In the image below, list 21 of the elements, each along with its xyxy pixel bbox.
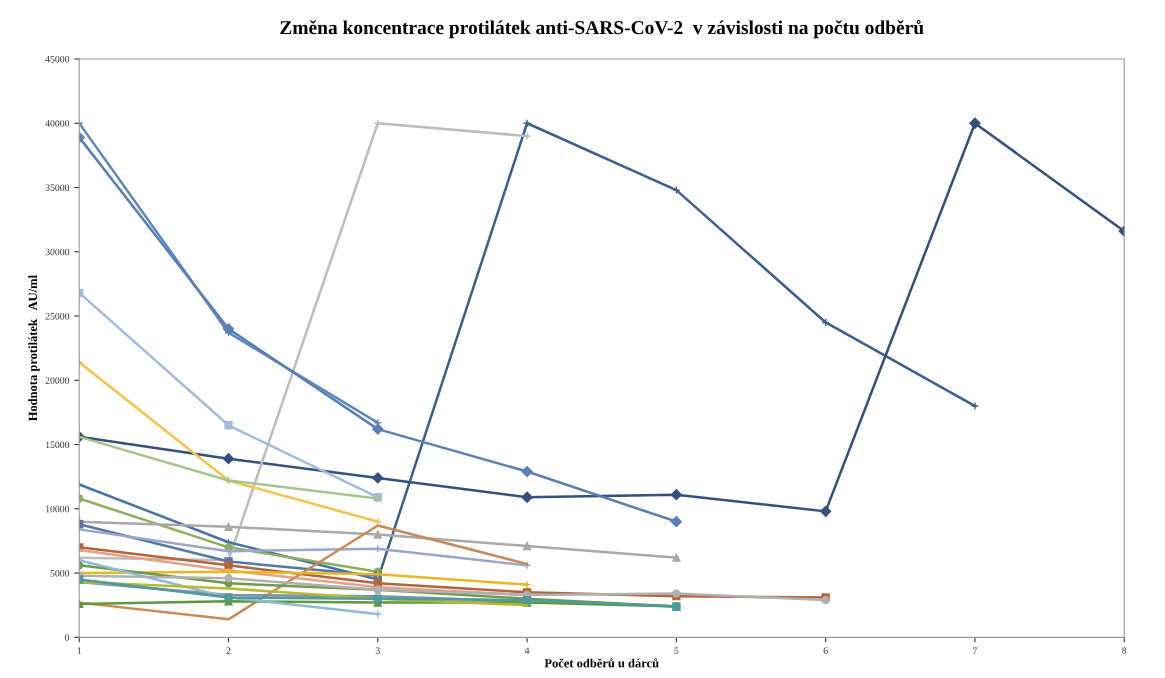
x-tick-label: 8	[1122, 647, 1127, 654]
x-tick-label: 7	[973, 647, 978, 654]
x-tick-label: 3	[375, 647, 380, 654]
x-tick-label: 6	[823, 647, 828, 654]
chart-title: Změna koncentrace protilátek anti-SARS-CoV-2 v závislosti na počtu odběrů	[280, 19, 924, 39]
y-axis-title: Hodnota protilátek AU/ml	[28, 275, 40, 422]
x-tick-label: 1	[77, 647, 82, 654]
x-tick-label: 4	[524, 647, 530, 654]
y-tick-label: 15000	[46, 441, 70, 449]
y-tick-label: 20000	[45, 377, 70, 384]
y-tick-label: 0	[65, 634, 70, 641]
y-tick-label: 10000	[46, 505, 70, 513]
y-tick-label: 5000	[50, 569, 70, 577]
y-tick-label: 35000	[45, 184, 70, 191]
x-axis-title: Počet odběrů u dárců	[544, 658, 659, 668]
x-tick-label: 5	[674, 647, 679, 654]
y-tick-label: 30000	[45, 248, 70, 256]
y-tick-label: 45000	[45, 55, 70, 63]
x-tick-label: 2	[226, 647, 231, 654]
y-tick-label: 40000	[45, 120, 70, 127]
y-tick-label: 25000	[45, 312, 70, 320]
